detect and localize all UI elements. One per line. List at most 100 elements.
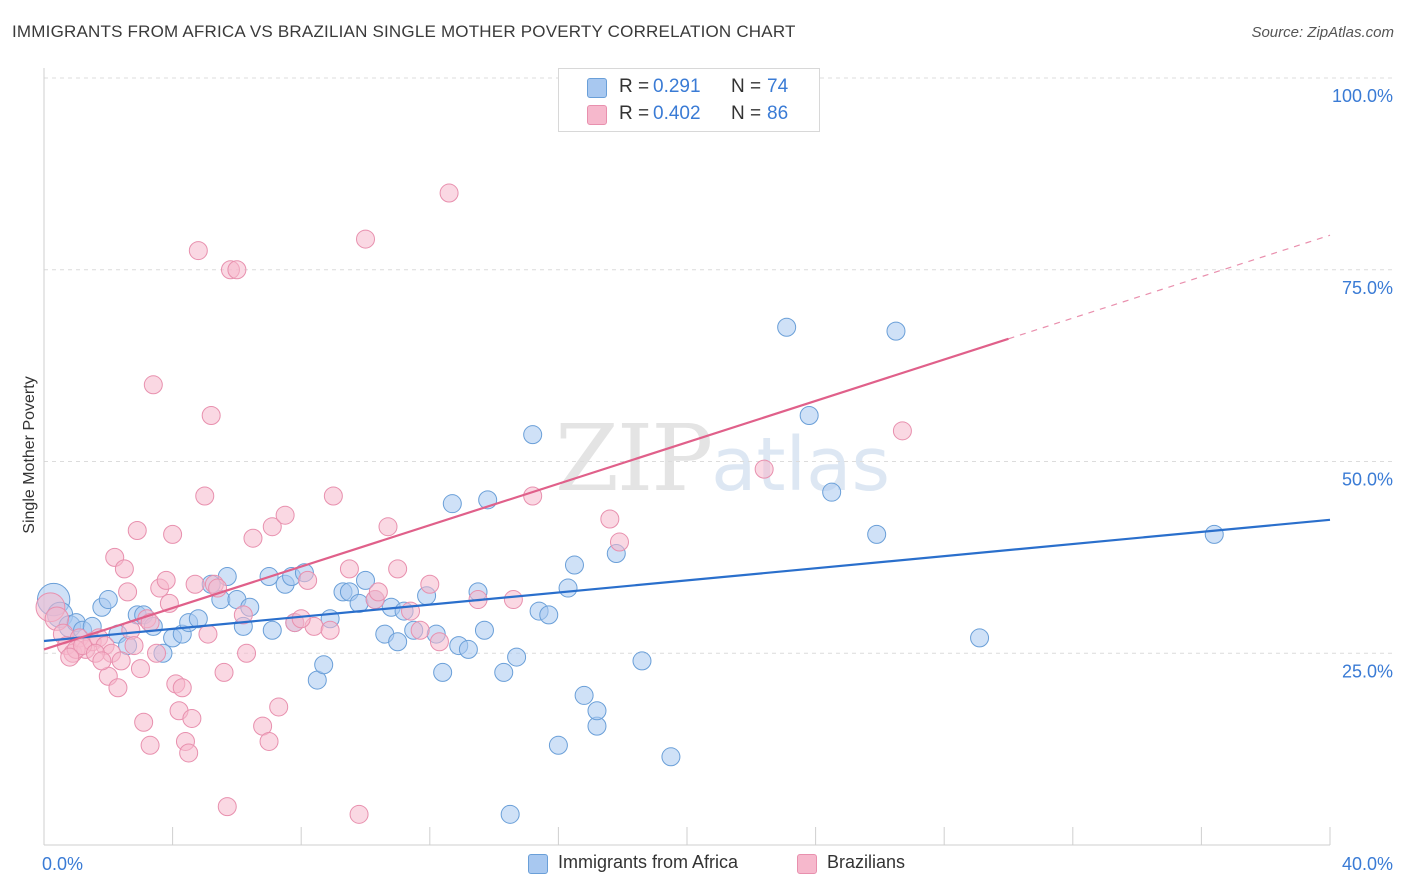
data-point-africa xyxy=(458,639,478,659)
trend-line-brazilian xyxy=(43,337,1009,651)
stats-n-label: N = xyxy=(731,103,762,124)
stats-r-value: 0.291 xyxy=(653,76,701,97)
data-point-africa xyxy=(1204,524,1224,544)
grid-lines xyxy=(44,77,1392,654)
stats-r-label: R = xyxy=(619,76,650,97)
data-point-brazilian xyxy=(118,582,138,602)
legend-label-brazilians: Brazilians xyxy=(827,852,906,872)
data-point-africa xyxy=(632,651,652,671)
y-tick-label-50: 50.0% xyxy=(1342,470,1393,490)
data-point-brazilian xyxy=(320,620,340,640)
data-point-africa xyxy=(558,578,578,598)
data-point-brazilian xyxy=(503,590,523,610)
data-point-africa xyxy=(539,605,559,625)
data-point-africa xyxy=(587,701,607,721)
data-point-brazilian xyxy=(172,678,192,698)
data-point-brazilian xyxy=(298,570,318,590)
data-point-brazilian xyxy=(349,804,369,824)
data-point-africa xyxy=(564,555,584,575)
data-point-brazilian xyxy=(439,183,459,203)
data-point-africa xyxy=(822,482,842,502)
tick-labels: 25.0% 50.0% 75.0% 100.0% 0.0% 40.0% xyxy=(42,86,1393,874)
data-point-brazilian xyxy=(237,643,257,663)
data-point-brazilian xyxy=(600,509,620,529)
chart-source: Source: ZipAtlas.com xyxy=(1251,24,1394,41)
stats-swatch-brazilians xyxy=(587,105,607,125)
legend-label-africa: Immigrants from Africa xyxy=(558,852,739,872)
data-point-brazilian xyxy=(108,678,128,698)
data-point-brazilian xyxy=(92,651,112,671)
y-tick-label-100: 100.0% xyxy=(1332,86,1393,106)
stats-row-brazilians: R = 0.402 N = 86 xyxy=(559,102,819,128)
data-point-africa xyxy=(494,662,514,682)
data-point-brazilian xyxy=(356,229,375,249)
data-point-africa xyxy=(661,747,681,767)
data-point-brazilian xyxy=(217,797,237,817)
data-point-brazilian xyxy=(214,662,234,682)
data-point-africa xyxy=(777,317,797,337)
data-point-brazilian xyxy=(892,421,912,441)
data-point-brazilian xyxy=(124,636,144,656)
axes xyxy=(43,68,1331,846)
stats-n-value: 86 xyxy=(767,103,789,124)
stats-r-label: R = xyxy=(619,103,650,124)
data-point-brazilian xyxy=(147,643,167,663)
data-point-africa xyxy=(474,620,494,640)
data-point-brazilian xyxy=(262,517,282,537)
data-point-brazilian xyxy=(429,632,449,652)
stats-swatch-africa xyxy=(587,78,607,98)
stats-n-label: N = xyxy=(731,76,762,97)
data-point-africa xyxy=(314,655,334,675)
data-point-africa xyxy=(356,570,375,590)
data-point-brazilian xyxy=(111,651,131,671)
data-point-africa xyxy=(500,804,520,824)
trend-line-africa xyxy=(43,518,1331,643)
x-tick-label-max: 40.0% xyxy=(1342,854,1393,874)
data-point-brazilian xyxy=(368,582,388,602)
data-point-brazilian xyxy=(269,697,289,717)
trend-lines xyxy=(43,234,1331,651)
data-point-brazilian xyxy=(227,260,247,280)
data-point-africa xyxy=(867,524,887,544)
data-point-brazilian xyxy=(134,712,154,732)
legend-swatch-brazilians xyxy=(797,854,817,874)
data-point-brazilian xyxy=(188,241,208,261)
data-point-brazilian xyxy=(243,528,263,548)
data-point-brazilian xyxy=(185,574,205,594)
data-point-africa xyxy=(523,425,543,445)
data-point-brazilian xyxy=(754,459,774,479)
trend-line-extension-brazilian xyxy=(1008,234,1331,340)
x-tick-label-min: 0.0% xyxy=(42,854,83,874)
data-point-brazilian xyxy=(195,486,215,506)
y-axis-label: Single Mother Poverty xyxy=(21,376,38,534)
data-point-africa xyxy=(98,590,118,610)
data-point-brazilian xyxy=(182,708,202,728)
data-point-africa xyxy=(262,620,282,640)
stats-row-africa: R = 0.291 N = 74 xyxy=(559,75,819,101)
data-point-brazilian xyxy=(339,559,359,579)
data-point-brazilian xyxy=(201,405,221,425)
data-points xyxy=(35,183,1224,824)
y-tick-label-75: 75.0% xyxy=(1342,278,1393,298)
data-point-brazilian xyxy=(233,605,253,625)
data-point-brazilian xyxy=(114,559,134,579)
data-point-brazilian xyxy=(388,559,408,579)
data-point-brazilian xyxy=(420,574,440,594)
data-point-brazilian xyxy=(609,532,629,552)
data-point-brazilian xyxy=(410,620,430,640)
data-point-brazilian xyxy=(163,524,183,544)
data-point-brazilian xyxy=(259,731,279,751)
data-point-brazilian xyxy=(179,743,199,763)
watermark-logo: ZIPatlas xyxy=(555,405,890,512)
stats-r-value: 0.402 xyxy=(653,103,701,124)
data-point-africa xyxy=(970,628,990,648)
data-point-africa xyxy=(548,735,568,755)
stats-n-value: 74 xyxy=(767,76,789,97)
y-tick-label-25: 25.0% xyxy=(1342,661,1393,681)
data-point-brazilian xyxy=(60,647,80,667)
data-point-brazilian xyxy=(156,570,176,590)
data-point-africa xyxy=(799,405,819,425)
chart-title: IMMIGRANTS FROM AFRICA VS BRAZILIAN SING… xyxy=(12,22,796,41)
data-point-brazilian xyxy=(378,517,398,537)
